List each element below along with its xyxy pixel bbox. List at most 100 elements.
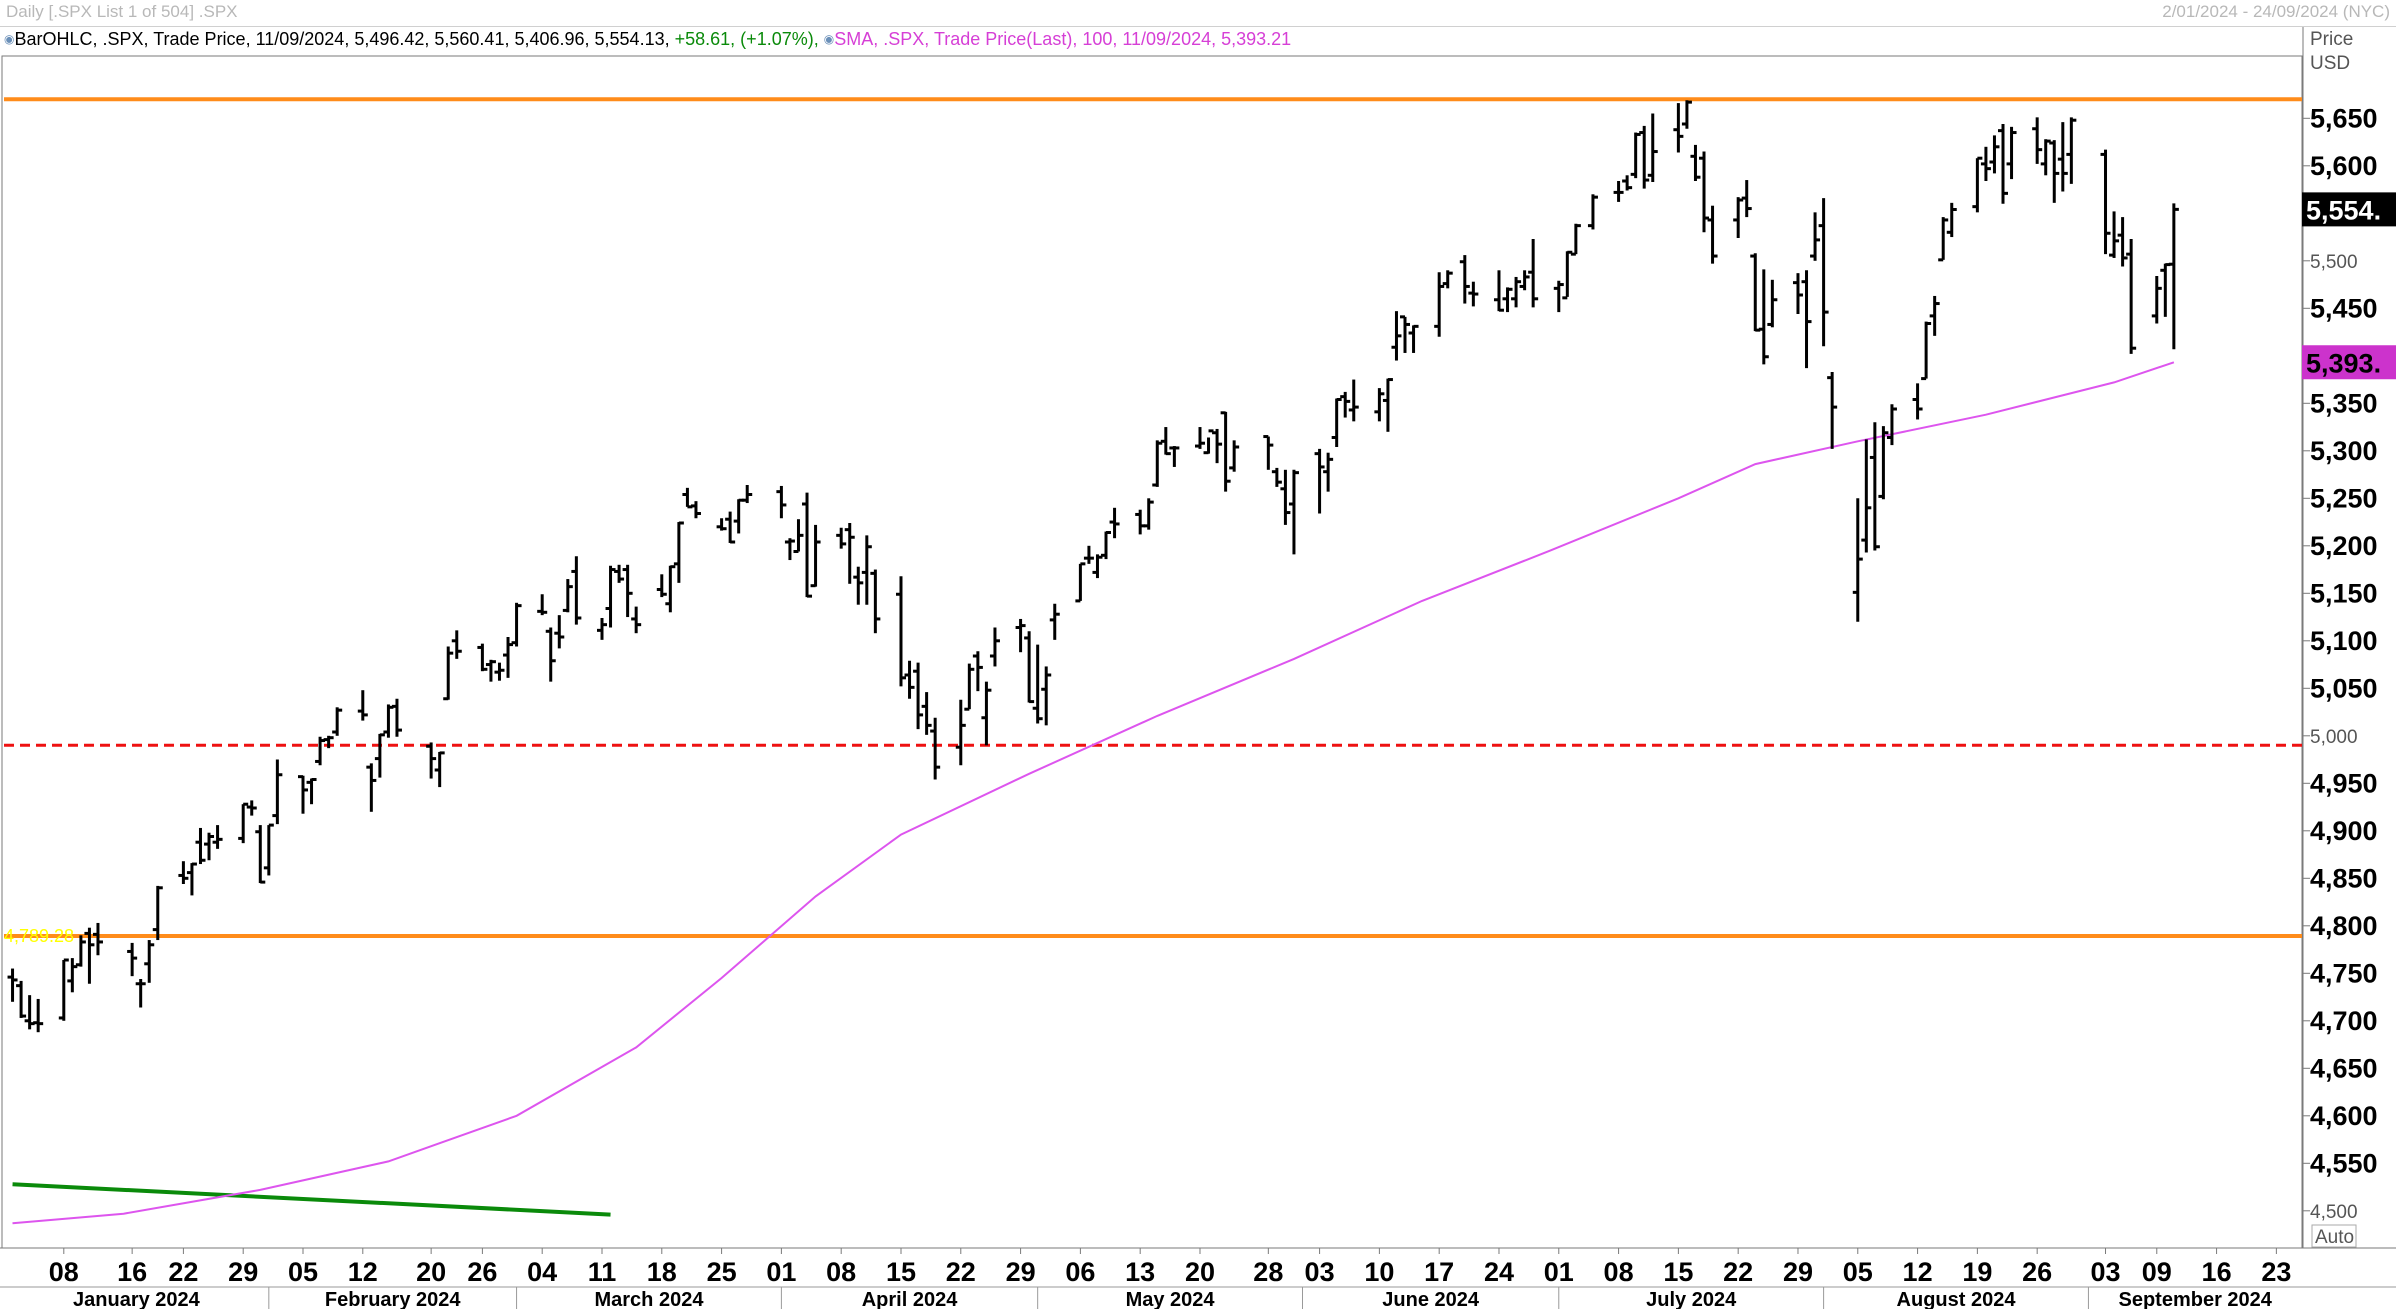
- x-day-label: 23: [2261, 1257, 2291, 1287]
- ohlc-bar: [2040, 139, 2051, 176]
- ohlc-bar: [981, 681, 992, 746]
- y-tick-label: 5,100: [2310, 626, 2378, 656]
- x-day-label: 17: [1424, 1257, 1454, 1287]
- ohlc-bar: [1938, 217, 1949, 262]
- x-month-label: January 2024: [73, 1289, 201, 1309]
- ohlc-bar: [1570, 223, 1581, 256]
- x-day-label: 16: [2202, 1257, 2232, 1287]
- ohlc-bar: [605, 565, 616, 628]
- ohlc-bar: [870, 569, 881, 634]
- x-day-label: 25: [707, 1257, 737, 1287]
- ohlc-bar: [127, 942, 138, 977]
- y-tick-label: 4,700: [2310, 1006, 2378, 1036]
- x-day-label: 20: [416, 1257, 446, 1287]
- ohlc-bar: [1212, 428, 1223, 464]
- chart-legend: ◉BarOHLC, .SPX, Trade Price, 11/09/2024,…: [4, 27, 1291, 51]
- x-day-label: 05: [288, 1257, 318, 1287]
- ohlc-bar: [921, 692, 932, 735]
- y-tick-label: 4,750: [2310, 958, 2378, 988]
- sma-legend-text: SMA, .SPX, Trade Price(Last), 100, 11/09…: [834, 29, 1292, 49]
- ohlc-bar: [836, 527, 847, 549]
- ohlc-bar: [793, 519, 804, 553]
- ohlc-bar: [895, 576, 906, 687]
- ohlc-bar: [1169, 446, 1180, 467]
- ohlc-bar: [1699, 151, 1710, 233]
- ohlc-bar: [16, 980, 27, 1018]
- ohlc-bar: [1331, 398, 1342, 447]
- x-day-label: 15: [1663, 1257, 1693, 1287]
- ohlc-bar: [255, 825, 266, 884]
- price-axis-label: Price: [2310, 29, 2353, 50]
- ohlc-bar: [1400, 315, 1411, 353]
- ohlc-bar: [357, 690, 368, 721]
- ohlc-bar: [631, 606, 642, 634]
- ohlc-bar: [1553, 280, 1564, 313]
- ohlc-bar: [913, 662, 924, 730]
- ohlc-bar: [1810, 212, 1821, 261]
- ohlc-bar: [1741, 180, 1752, 218]
- ohlc-bar: [930, 717, 941, 780]
- ohlc-bar: [1818, 198, 1829, 347]
- sma-price-tag-text: 5,393.: [2306, 348, 2381, 378]
- x-day-label: 08: [1604, 1257, 1634, 1287]
- ohlc-bar: [212, 825, 223, 849]
- ohlc-bar: [1143, 498, 1154, 530]
- x-day-label: 03: [1305, 1257, 1335, 1287]
- ohlc-bar: [1109, 507, 1120, 539]
- ohlc-bar: [1152, 440, 1163, 487]
- window-title: Daily [.SPX List 1 of 504] .SPX: [6, 2, 238, 21]
- x-day-label: 29: [1783, 1257, 1813, 1287]
- x-day-label: 28: [1253, 1257, 1283, 1287]
- ohlc-bar: [24, 995, 35, 1030]
- ohlc-bar: [1493, 270, 1504, 312]
- ohlc-bar: [1972, 156, 1983, 213]
- sma-legend-bullet: ◉: [823, 32, 835, 46]
- ohlc-bar: [323, 735, 334, 749]
- sma-price-tag: [2302, 345, 2396, 380]
- ohlc-bar: [477, 643, 488, 672]
- ohlc-bar: [673, 521, 684, 583]
- ohlc-bar: [1194, 427, 1205, 449]
- ohlc-bar: [656, 574, 667, 598]
- ohlc-bar: [246, 800, 257, 816]
- x-day-label: 12: [348, 1257, 378, 1287]
- ohlc-bar: [2006, 126, 2017, 180]
- ohlc-bar: [1271, 467, 1282, 487]
- ohlc-bar: [571, 556, 582, 625]
- x-day-label: 01: [1544, 1257, 1574, 1287]
- trend-line: [12, 1182, 611, 1217]
- x-day-label: 26: [467, 1257, 497, 1287]
- ohlc-bar: [1024, 631, 1035, 704]
- y-tick-label: 4,650: [2310, 1053, 2378, 1083]
- y-tick-label: 5,250: [2310, 483, 2378, 513]
- x-day-label: 10: [1364, 1257, 1394, 1287]
- ohlc-bar: [144, 940, 155, 983]
- ohlc-bar: [1562, 250, 1573, 300]
- ohlc-bar: [2032, 117, 2043, 164]
- ohlc-bar: [1946, 202, 1957, 238]
- y-tick-label: 4,800: [2310, 911, 2378, 941]
- ohlc-bar: [1502, 287, 1513, 313]
- x-day-label: 08: [49, 1257, 79, 1287]
- y-tick-label: 4,600: [2310, 1101, 2378, 1131]
- auto-scale-label: Auto: [2315, 1227, 2354, 1248]
- ohlc-bar: [7, 968, 18, 1002]
- x-day-label: 26: [2022, 1257, 2052, 1287]
- ohlc-bar: [1203, 429, 1214, 455]
- y-tick-label: 4,900: [2310, 816, 2378, 846]
- ohlc-bar: [1083, 545, 1094, 564]
- ohlc-bar: [58, 958, 69, 1021]
- ohlc-bar: [1827, 371, 1838, 449]
- ohlc-bar: [263, 823, 274, 876]
- x-month-label: May 2024: [1126, 1289, 1216, 1309]
- x-day-label: 01: [766, 1257, 796, 1287]
- ohlc-bar: [92, 922, 103, 956]
- ohlc-bar: [1049, 603, 1060, 640]
- ohlc-bar: [853, 566, 864, 605]
- ohlc-bar: [1382, 378, 1393, 432]
- ohlc-bar: [1886, 404, 1897, 446]
- ohlc-bar: [810, 524, 821, 588]
- ohlc-bar: [503, 637, 514, 678]
- y-tick-label: 5,150: [2310, 578, 2378, 608]
